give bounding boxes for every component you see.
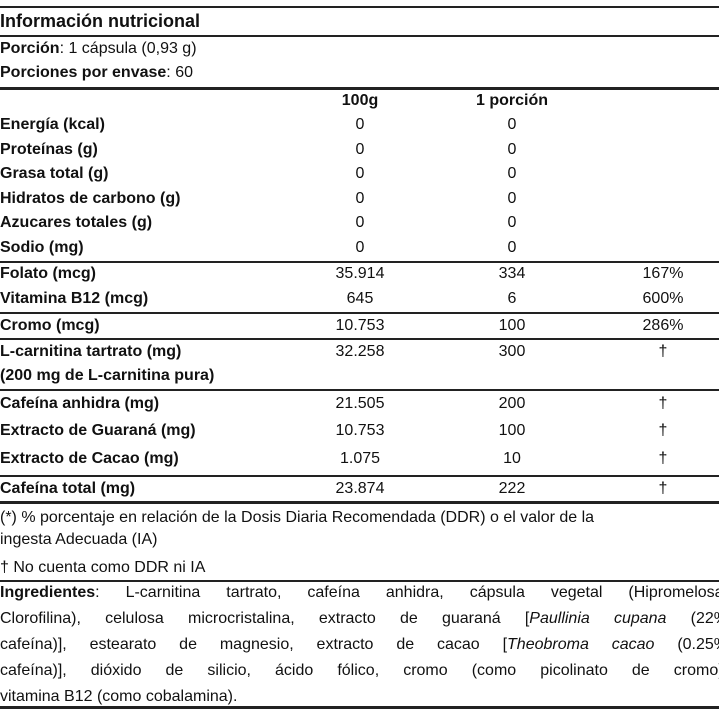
rule <box>0 501 719 504</box>
rule <box>0 312 719 314</box>
value-dv: † <box>658 450 668 467</box>
ingredients: Ingredientes: L-carnitina tartrato, cafe… <box>0 584 719 705</box>
value-per-serving: 0 <box>507 165 517 182</box>
value-dv: 600% <box>642 290 684 307</box>
nutrient-row: L-carnitina tartrato (mg) 32.258 300 † (200 … <box>0 340 719 384</box>
nutrient-row: Hidratos de carbono (g) 0 0 <box>0 187 719 211</box>
nutrient-row: Sodio (mg) 0 0 <box>0 236 719 260</box>
value-dv: † <box>658 343 668 360</box>
value-dv: † <box>658 395 668 412</box>
value-100g: 645 <box>346 290 374 307</box>
value-per-serving: 0 <box>507 239 517 256</box>
value-per-serving: 300 <box>498 343 526 360</box>
nutrient-row: Grasa total (g) 0 0 <box>0 162 719 186</box>
nutrient-label: Grasa total (g) <box>0 165 109 182</box>
rule <box>0 35 719 37</box>
value-100g: 10.753 <box>335 422 385 439</box>
rule <box>0 87 719 90</box>
rule <box>0 338 719 340</box>
value-per-serving: 6 <box>507 290 517 307</box>
nutrient-row: Cafeína anhidra (mg) 21.505 200 † <box>0 392 719 416</box>
nutrient-row: Energía (kcal) 0 0 <box>0 113 719 137</box>
value-dv: † <box>658 480 668 497</box>
value-100g: 10.753 <box>335 317 385 334</box>
nutrient-label: Extracto de Guaraná (mg) <box>0 422 196 439</box>
nutrient-row: Vitamina B12 (mcg) 645 6 600% <box>0 287 719 311</box>
value-100g: 0 <box>355 239 365 256</box>
nutrient-sublabel: (200 mg de L-carnitina pura) <box>0 367 215 384</box>
footnote-dagger: † No cuenta como DDR ni IA <box>0 559 206 576</box>
nutrient-row: Extracto de Guaraná (mg) 10.753 100 † <box>0 419 719 443</box>
value-100g: 0 <box>355 116 365 133</box>
nutrient-row: Folato (mcg) 35.914 334 167% <box>0 262 719 286</box>
nutrient-row: Proteínas (g) 0 0 <box>0 138 719 162</box>
value-100g: 0 <box>355 190 365 207</box>
value-dv: 167% <box>642 265 684 282</box>
value-per-serving: 0 <box>507 116 517 133</box>
serving-size: Porción: 1 cápsula (0,93 g) <box>0 40 197 57</box>
value-per-serving: 0 <box>507 190 517 207</box>
value-100g: 1.075 <box>339 450 381 467</box>
nutrient-label: Vitamina B12 (mcg) <box>0 290 149 307</box>
value-dv: 286% <box>642 317 684 334</box>
value-per-serving: 200 <box>498 395 526 412</box>
footnote-ddr: (*) % porcentaje en relación de la Dosis… <box>0 509 595 526</box>
nutrient-row: Azucares totales (g) 0 0 <box>0 211 719 235</box>
nutrient-label: Folato (mcg) <box>0 265 96 282</box>
value-100g: 0 <box>355 214 365 231</box>
nutrient-label: Azucares totales (g) <box>0 214 153 231</box>
col-per-serving: 1 porción <box>475 92 548 109</box>
col-100g: 100g <box>341 92 379 109</box>
nutrient-row: Extracto de Cacao (mg) 1.075 10 † <box>0 447 719 471</box>
value-100g: 35.914 <box>335 265 385 282</box>
value-100g: 32.258 <box>335 343 385 360</box>
value-dv: † <box>658 422 668 439</box>
value-per-serving: 100 <box>498 317 526 334</box>
panel-title: Información nutricional <box>0 11 201 31</box>
footnote-ddr-cont: ingesta Adecuada (IA) <box>0 531 158 548</box>
nutrient-label: Sodio (mg) <box>0 239 84 256</box>
rule <box>0 580 719 582</box>
nutrient-label: Cafeína total (mg) <box>0 480 136 497</box>
rule <box>0 475 719 477</box>
value-per-serving: 222 <box>498 480 526 497</box>
servings-per-container: Porciones por envase: 60 <box>0 64 193 81</box>
value-per-serving: 10 <box>503 450 521 467</box>
nutrient-label: L-carnitina tartrato (mg) <box>0 343 182 360</box>
value-100g: 0 <box>355 141 365 158</box>
value-per-serving: 334 <box>498 265 526 282</box>
rule <box>0 706 719 709</box>
nutrient-label: Cafeína anhidra (mg) <box>0 395 160 412</box>
nutrient-label: Cromo (mcg) <box>0 317 100 334</box>
value-100g: 0 <box>355 165 365 182</box>
nutrient-label: Proteínas (g) <box>0 141 98 158</box>
nutrient-label: Extracto de Cacao (mg) <box>0 450 179 467</box>
value-100g: 21.505 <box>335 395 385 412</box>
rule <box>0 389 719 391</box>
value-per-serving: 100 <box>498 422 526 439</box>
nutrient-row: Cafeína total (mg) 23.874 222 † <box>0 477 719 501</box>
nutrient-label: Hidratos de carbono (g) <box>0 190 181 207</box>
column-headers: 100g 1 porción <box>0 89 719 113</box>
value-per-serving: 0 <box>507 141 517 158</box>
value-per-serving: 0 <box>507 214 517 231</box>
value-100g: 23.874 <box>335 480 385 497</box>
nutrient-label: Energía (kcal) <box>0 116 105 133</box>
rule <box>0 261 719 263</box>
rule <box>0 6 719 8</box>
nutrient-row: Cromo (mcg) 10.753 100 286% <box>0 314 719 338</box>
